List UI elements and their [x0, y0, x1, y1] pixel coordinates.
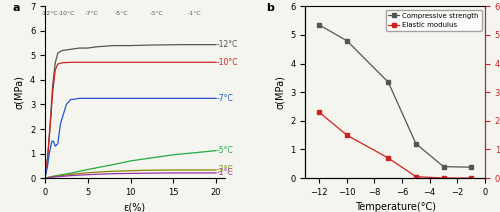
Text: -10°C: -10°C — [58, 11, 75, 16]
Text: a: a — [12, 3, 20, 13]
Text: -5°C: -5°C — [115, 11, 129, 16]
Y-axis label: σ(MPa): σ(MPa) — [275, 75, 285, 109]
Text: -1°C: -1°C — [216, 168, 234, 177]
X-axis label: Temperature(°C): Temperature(°C) — [354, 202, 436, 212]
Text: -10°C: -10°C — [216, 58, 238, 67]
Text: -1°C: -1°C — [188, 11, 202, 16]
Text: -5°C: -5°C — [216, 146, 234, 155]
Legend: Compressive strength, Elastic modulus: Compressive strength, Elastic modulus — [386, 10, 482, 31]
Text: -3°C: -3°C — [150, 11, 163, 16]
Text: -7°C: -7°C — [216, 94, 234, 103]
Text: -12°C: -12°C — [40, 11, 58, 16]
X-axis label: ε(%): ε(%) — [124, 202, 146, 212]
Text: b: b — [266, 3, 274, 13]
Text: -3°C: -3°C — [216, 166, 234, 174]
Text: -12°C: -12°C — [216, 40, 238, 49]
Y-axis label: σ(MPa): σ(MPa) — [14, 75, 24, 109]
Text: -7°C: -7°C — [85, 11, 99, 16]
